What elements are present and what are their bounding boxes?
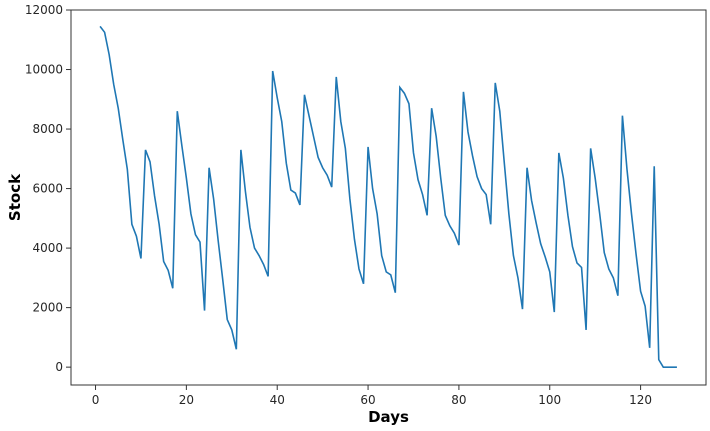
x-tick-label: 80 [451, 393, 466, 407]
x-tick-label: 20 [179, 393, 194, 407]
y-axis-title: Stock [6, 173, 24, 221]
plot-frame [70, 9, 707, 386]
plot-area: 0 20 40 60 80 100 120 0 2000 4000 6000 8000 10000 12… [25, 3, 707, 407]
x-tick-label: 120 [629, 393, 652, 407]
x-axis-ticks: 0 20 40 60 80 100 120 [92, 385, 652, 407]
x-tick-label: 40 [270, 393, 285, 407]
series-line [99, 25, 677, 368]
y-tick-label: 8000 [32, 122, 63, 136]
y-axis-ticks: 0 2000 4000 6000 8000 10000 12000 [25, 3, 71, 374]
x-axis-title: Days [368, 408, 409, 426]
x-tick-label: 100 [538, 393, 561, 407]
x-tick-label: 60 [360, 393, 375, 407]
y-tick-label: 12000 [25, 3, 63, 17]
x-tick-label: 0 [92, 393, 100, 407]
y-tick-label: 10000 [25, 63, 63, 77]
y-tick-label: 0 [55, 360, 63, 374]
y-tick-label: 2000 [32, 301, 63, 315]
y-tick-label: 4000 [32, 241, 63, 255]
y-tick-label: 6000 [32, 182, 63, 196]
